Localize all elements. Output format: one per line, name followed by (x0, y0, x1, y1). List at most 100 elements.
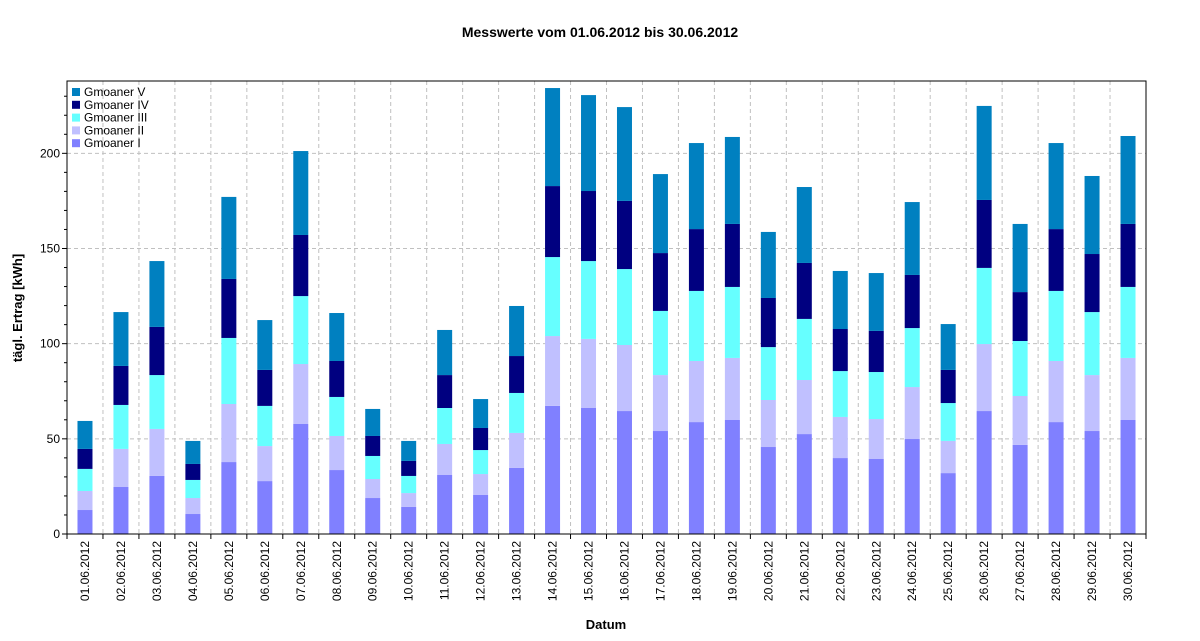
x-tick-label: 27.06.2012 (1013, 541, 1027, 601)
chart-title: Messwerte vom 01.06.2012 bis 30.06.2012 (462, 24, 739, 40)
bar-segment (581, 95, 597, 192)
bar-segment (904, 202, 920, 275)
x-tick-label: 04.06.2012 (186, 541, 200, 601)
bar-segment (940, 369, 956, 404)
bar-segment (868, 372, 884, 420)
bar-segment (545, 405, 561, 534)
bar-segment (724, 286, 740, 358)
bar-segment (760, 347, 776, 401)
bar-segment (1048, 290, 1064, 361)
bar-segment (1048, 360, 1064, 423)
bar-segment (796, 318, 812, 381)
legend-label: Gmoaner II (84, 123, 144, 137)
bar-segment (904, 387, 920, 440)
bar-segment (149, 428, 165, 476)
bar-segment (185, 463, 201, 480)
bar-segment (77, 468, 93, 491)
bar-segment (652, 431, 668, 534)
y-tick-label: 150 (40, 241, 60, 255)
bar-segment (1084, 175, 1100, 255)
bar-segment (1120, 223, 1136, 287)
bar-segment (940, 473, 956, 534)
bar-segment (221, 278, 237, 338)
bar-segment (616, 107, 632, 201)
bar-segment (652, 174, 668, 254)
bar-segment (221, 337, 237, 405)
bar-segment (77, 490, 93, 511)
x-tick-label: 29.06.2012 (1085, 541, 1099, 601)
bar-segment (976, 199, 992, 268)
bar-segment (185, 440, 201, 464)
x-tick-label: 09.06.2012 (366, 541, 380, 601)
legend-swatch (72, 126, 80, 135)
bar-segment (581, 338, 597, 408)
bar-segment (257, 320, 273, 370)
bar-segment (616, 411, 632, 534)
x-tick-label: 03.06.2012 (150, 541, 164, 601)
bar-segment (688, 422, 704, 534)
bar-segment (868, 459, 884, 534)
bar-segment (545, 336, 561, 406)
bar-segment (796, 380, 812, 435)
bars (77, 88, 1136, 534)
bar-segment (616, 344, 632, 412)
bar-segment (221, 196, 237, 279)
bar-segment (329, 313, 345, 361)
bar-segment (1084, 431, 1100, 534)
bar-segment (545, 88, 561, 187)
bar-segment (832, 270, 848, 330)
legend-swatch (72, 139, 80, 148)
bar-segment (545, 186, 561, 258)
x-tick-label: 25.06.2012 (941, 541, 955, 601)
x-tick-label: 07.06.2012 (294, 541, 308, 601)
bar-segment (473, 427, 489, 451)
bar-segment (437, 375, 453, 408)
bar-segment (1012, 444, 1028, 534)
bar-segment (652, 253, 668, 311)
bar-segment (581, 191, 597, 262)
x-tick-label: 16.06.2012 (617, 541, 631, 601)
bar-segment (113, 312, 129, 366)
bar-segment (149, 261, 165, 327)
bar-segment (940, 440, 956, 474)
legend-label: Gmoaner IV (84, 98, 149, 112)
bar-segment (365, 455, 381, 479)
bar-segment (976, 411, 992, 534)
bar-segment (509, 392, 525, 433)
bar-segment (1120, 136, 1136, 224)
y-tick-label: 50 (47, 432, 61, 446)
bar-segment (401, 506, 417, 534)
y-tick-label: 0 (53, 527, 60, 541)
bar-segment (904, 328, 920, 388)
bar-segment (616, 269, 632, 345)
bar-segment (257, 369, 273, 406)
legend-swatch (72, 113, 80, 122)
bar-segment (401, 475, 417, 494)
bar-segment (509, 467, 525, 534)
x-tick-label: 08.06.2012 (330, 541, 344, 601)
bar-segment (724, 357, 740, 420)
bar-segment (185, 479, 201, 499)
bar-segment (437, 443, 453, 475)
bar-segment (293, 364, 309, 424)
bar-segment (832, 329, 848, 372)
bar-segment (509, 432, 525, 468)
y-tick-label: 200 (40, 146, 60, 160)
x-tick-label: 28.06.2012 (1049, 541, 1063, 601)
bar-segment (760, 231, 776, 298)
bar-segment (221, 462, 237, 534)
x-tick-label: 10.06.2012 (402, 541, 416, 601)
bar-segment (329, 360, 345, 397)
bar-segment (257, 446, 273, 482)
bar-segment (652, 310, 668, 376)
bar-segment (221, 404, 237, 463)
bar-segment (473, 450, 489, 475)
bar-segment (760, 447, 776, 534)
y-tick-label: 100 (40, 337, 60, 351)
legend-label: Gmoaner V (84, 85, 145, 99)
bar-segment (1084, 312, 1100, 376)
x-tick-label: 15.06.2012 (582, 541, 596, 601)
bar-segment (329, 470, 345, 534)
x-tick-label: 30.06.2012 (1121, 541, 1135, 601)
bar-segment (437, 329, 453, 376)
